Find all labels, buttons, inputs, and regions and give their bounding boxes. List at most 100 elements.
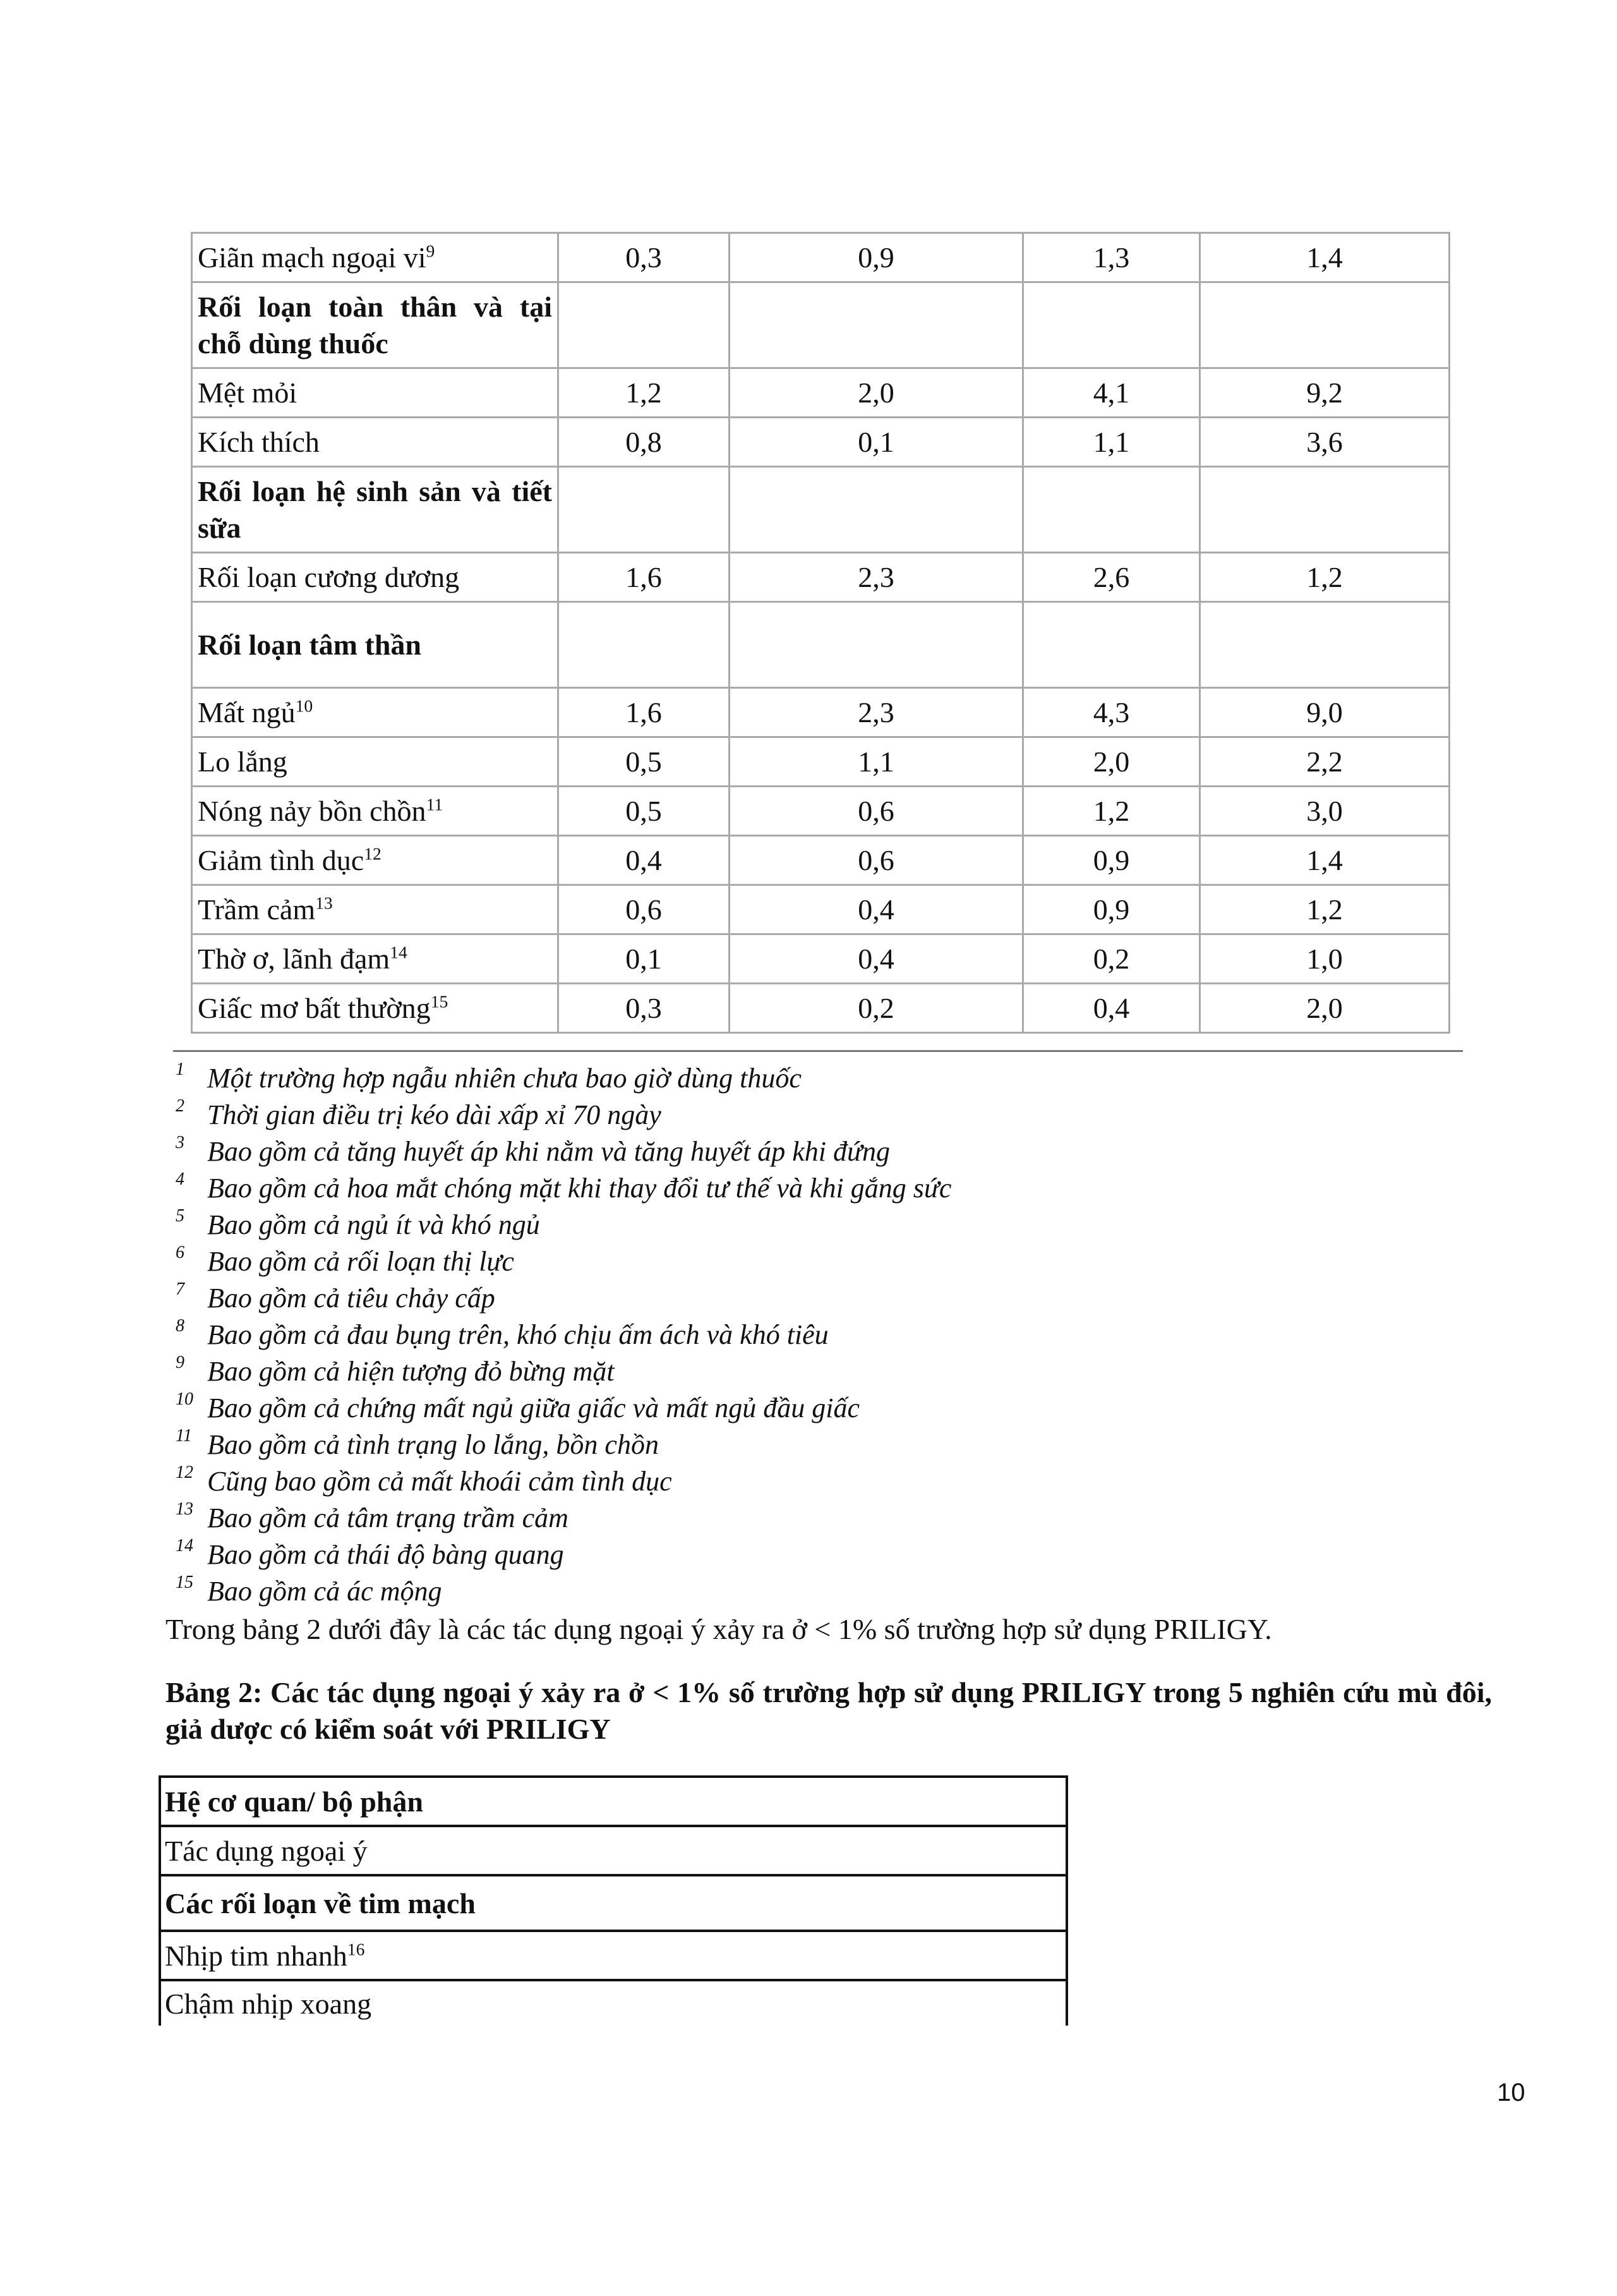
table-row: Trầm cảm13 0,6 0,4 0,9 1,2 bbox=[191, 884, 1450, 935]
value-cell: 2,3 bbox=[728, 687, 1024, 738]
value-cell: 0,1 bbox=[728, 416, 1024, 468]
footnote-text: Bao gồm cả thái độ bàng quang bbox=[207, 1539, 564, 1570]
row-label: Rối loạn tâm thần bbox=[191, 601, 559, 689]
row-label: Nhịp tim nhanh16 bbox=[159, 1930, 1068, 1981]
section-header-row: Rối loạn tâm thần bbox=[191, 601, 1450, 689]
row-label: Giảm tình dục12 bbox=[191, 835, 559, 886]
value-cell: 0,3 bbox=[557, 232, 730, 283]
footnote-number: 8 bbox=[176, 1316, 184, 1336]
value-cell: 2,0 bbox=[1022, 736, 1201, 787]
row-label: Rối loạn hệ sinh sản và tiết sữa bbox=[191, 466, 559, 553]
table-row: Các rối loạn về tim mạch bbox=[159, 1874, 1068, 1932]
footnote-text: Thời gian điều trị kéo dài xấp xỉ 70 ngà… bbox=[207, 1099, 661, 1130]
section-header-row: Rối loạn hệ sinh sản và tiết sữa bbox=[191, 466, 1450, 553]
footnote: 5 Bao gồm cả ngủ ít và khó ngủ bbox=[176, 1207, 951, 1243]
row-label: Rối loạn cương dương bbox=[191, 552, 559, 603]
footnote: 8 Bao gồm cả đau bụng trên, khó chịu ấm á… bbox=[176, 1317, 951, 1353]
value-cell: 0,9 bbox=[1022, 835, 1201, 886]
row-label: Hệ cơ quan/ bộ phận bbox=[159, 1775, 1068, 1827]
value-cell: 2,2 bbox=[1199, 736, 1450, 787]
value-cell: 0,6 bbox=[557, 884, 730, 935]
row-label: Nóng nảy bồn chồn11 bbox=[191, 785, 559, 837]
footnote: 11 Bao gồm cả tình trạng lo lắng, bồn chồ… bbox=[176, 1427, 951, 1463]
footnote: 13 Bao gồm cả tâm trạng trầm cảm bbox=[176, 1500, 951, 1537]
footnote-text: Bao gồm cả tình trạng lo lắng, bồn chồn bbox=[207, 1429, 659, 1460]
footnote: 4 Bao gồm cả hoa mắt chóng mặt khi thay đ… bbox=[176, 1170, 951, 1207]
footnote-number: 10 bbox=[176, 1389, 193, 1409]
value-cell: 3,6 bbox=[1199, 416, 1450, 468]
footnotes: 1 Một trường hợp ngẫu nhiên chưa bao giờ … bbox=[176, 1060, 951, 1610]
value-cell bbox=[728, 466, 1024, 553]
value-cell bbox=[1022, 466, 1201, 553]
row-label: Thờ ơ, lãnh đạm14 bbox=[191, 933, 559, 984]
footnote-text: Cũng bao gồm cả mất khoái cảm tình dục bbox=[207, 1466, 672, 1497]
label-text: Thờ ơ, lãnh đạm bbox=[198, 942, 390, 975]
label-text: Mệt mỏi bbox=[198, 376, 298, 409]
value-cell: 1,4 bbox=[1199, 835, 1450, 886]
row-label: Rối loạn toàn thân và tại chỗ dùng thuốc bbox=[191, 281, 559, 369]
value-cell: 0,4 bbox=[728, 933, 1024, 984]
table-row: Mệt mỏi 1,2 2,0 4,1 9,2 bbox=[191, 367, 1450, 418]
label-text: Giãn mạch ngoại vi bbox=[198, 241, 426, 274]
footnote-ref: 10 bbox=[295, 696, 313, 716]
value-cell: 0,5 bbox=[557, 736, 730, 787]
footnote-text: Bao gồm cả tiêu chảy cấp bbox=[207, 1283, 495, 1314]
adverse-effects-table-1: Giãn mạch ngoại vi9 0,3 0,9 1,3 1,4 Rối loạn … bbox=[191, 232, 1450, 1034]
table-2-title: Bảng 2: Các tác dụng ngoại ý xảy ra ở < … bbox=[165, 1676, 1492, 1745]
row-label: Lo lắng bbox=[191, 736, 559, 787]
footnote: 10 Bao gồm cả chứng mất ngủ giữa giấc và … bbox=[176, 1390, 951, 1427]
footnote-ref: 9 bbox=[426, 241, 435, 261]
value-cell: 1,6 bbox=[557, 552, 730, 603]
footnote-text: Bao gồm cả đau bụng trên, khó chịu ấm ác… bbox=[207, 1319, 829, 1350]
value-cell: 0,9 bbox=[728, 232, 1024, 283]
value-cell: 1,2 bbox=[1022, 785, 1201, 837]
footnote-ref: 16 bbox=[347, 1939, 365, 1959]
row-label: Mệt mỏi bbox=[191, 367, 559, 418]
value-cell bbox=[1199, 466, 1450, 553]
footnote-number: 7 bbox=[176, 1279, 184, 1299]
label-text: Trầm cảm bbox=[198, 893, 316, 926]
footnote-ref: 12 bbox=[364, 843, 382, 864]
footnote-number: 2 bbox=[176, 1096, 184, 1116]
row-label: Mất ngủ10 bbox=[191, 687, 559, 738]
value-cell: 1,0 bbox=[1199, 933, 1450, 984]
row-label: Các rối loạn về tim mạch bbox=[159, 1874, 1068, 1932]
value-cell: 1,3 bbox=[1022, 232, 1201, 283]
section-header-row: Rối loạn toàn thân và tại chỗ dùng thuốc bbox=[191, 281, 1450, 369]
footnote-text: Bao gồm cả hiện tượng đỏ bừng mặt bbox=[207, 1356, 615, 1387]
page-number: 10 bbox=[1497, 2079, 1525, 2106]
value-cell: 2,3 bbox=[728, 552, 1024, 603]
table-row: Nóng nảy bồn chồn11 0,5 0,6 1,2 3,0 bbox=[191, 785, 1450, 837]
footnote: 12 Cũng bao gồm cả mất khoái cảm tình dục bbox=[176, 1463, 951, 1500]
footnote-text: Bao gồm cả tăng huyết áp khi nằm và tăng… bbox=[207, 1136, 891, 1167]
table-row: Lo lắng 0,5 1,1 2,0 2,2 bbox=[191, 736, 1450, 787]
footnote: 6 Bao gồm cả rối loạn thị lực bbox=[176, 1243, 951, 1280]
value-cell: 1,2 bbox=[1199, 884, 1450, 935]
footnote-divider bbox=[173, 1050, 1463, 1052]
value-cell bbox=[728, 601, 1024, 689]
table-row: Giấc mơ bất thường15 0,3 0,2 0,4 2,0 bbox=[191, 982, 1450, 1034]
value-cell bbox=[557, 601, 730, 689]
value-cell: 0,2 bbox=[728, 982, 1024, 1034]
label-text: Giảm tình dục bbox=[198, 843, 364, 876]
label-text: Lo lắng bbox=[198, 745, 287, 778]
value-cell: 4,3 bbox=[1022, 687, 1201, 738]
label-text: Rối loạn toàn thân và tại chỗ dùng thuốc bbox=[198, 290, 552, 360]
value-cell bbox=[728, 281, 1024, 369]
value-cell: 0,5 bbox=[557, 785, 730, 837]
row-label: Giãn mạch ngoại vi9 bbox=[191, 232, 559, 283]
value-cell: 1,2 bbox=[1199, 552, 1450, 603]
footnote-number: 4 bbox=[176, 1169, 184, 1189]
adverse-effects-table-2: Hệ cơ quan/ bộ phận Tác dụng ngoại ý Các r… bbox=[159, 1775, 1068, 2026]
footnote-number: 11 bbox=[176, 1426, 192, 1446]
label-text: Rối loạn hệ sinh sản và tiết sữa bbox=[198, 474, 552, 544]
value-cell: 1,6 bbox=[557, 687, 730, 738]
value-cell: 0,8 bbox=[557, 416, 730, 468]
footnote: 9 Bao gồm cả hiện tượng đỏ bừng mặt bbox=[176, 1353, 951, 1390]
footnote-number: 5 bbox=[176, 1206, 184, 1226]
label-text: Rối loạn tâm thần bbox=[198, 628, 421, 661]
label-text: Giấc mơ bất thường bbox=[198, 991, 431, 1024]
footnote-ref: 13 bbox=[315, 893, 333, 913]
table-row: Giãn mạch ngoại vi9 0,3 0,9 1,3 1,4 bbox=[191, 232, 1450, 283]
value-cell bbox=[557, 466, 730, 553]
